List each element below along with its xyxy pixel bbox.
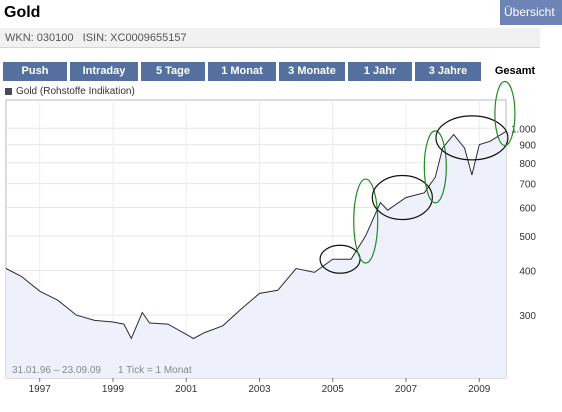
wkn-label: WKN: 030100 xyxy=(5,32,74,44)
page-title: Gold xyxy=(4,4,41,21)
chart-legend: Gold (Rohstoffe Indikation) xyxy=(5,86,135,97)
green-annotation-ellipse xyxy=(494,80,516,147)
x-axis: 1997 1999 2001 2003 2005 2007 2009 xyxy=(29,378,491,395)
overview-tab[interactable]: Übersicht xyxy=(500,0,562,25)
tab-gesamt[interactable]: Gesamt xyxy=(484,62,546,81)
tab-1-monat[interactable]: 1 Monat xyxy=(208,62,276,81)
y-tick-label: 400 xyxy=(519,266,536,277)
y-tick-label: 1.000 xyxy=(511,124,536,135)
tab-5-tage[interactable]: 5 Tage xyxy=(141,62,205,81)
x-tick-label: 2009 xyxy=(468,384,491,395)
date-range-label: 31.01.96 – 23.09.09 xyxy=(12,365,101,376)
black-annotation-ellipse xyxy=(371,174,433,221)
tab-3-jahre[interactable]: 3 Jahre xyxy=(415,62,481,81)
y-axis: 300 400 500 600 700 800 900 1.000 xyxy=(511,124,536,322)
y-tick-label: 500 xyxy=(519,232,536,243)
x-tick-label: 2003 xyxy=(248,384,271,395)
identifier-line: WKN: 030100 ISIN: XC0009655157 xyxy=(0,28,540,48)
y-tick-label: 900 xyxy=(519,141,536,152)
x-tick-label: 2001 xyxy=(175,384,198,395)
black-annotation-ellipse xyxy=(435,115,509,161)
tab-intraday[interactable]: Intraday xyxy=(70,62,138,81)
green-annotation-ellipse xyxy=(423,130,447,204)
x-tick-label: 2005 xyxy=(322,384,345,395)
x-tick-label: 2007 xyxy=(395,384,418,395)
x-tick-label: 1997 xyxy=(29,384,52,395)
green-annotation-ellipse xyxy=(353,178,379,264)
price-area xyxy=(6,131,506,378)
y-tick-label: 800 xyxy=(519,159,536,170)
annotations xyxy=(319,80,516,274)
tick-interval-label: 1 Tick = 1 Monat xyxy=(118,365,192,376)
tab-1-jahr[interactable]: 1 Jahr xyxy=(348,62,412,81)
legend-swatch xyxy=(5,88,12,95)
x-tick-label: 1999 xyxy=(102,384,125,395)
y-tick-label: 300 xyxy=(519,311,536,322)
isin-label: ISIN: XC0009655157 xyxy=(82,32,187,44)
y-tick-label: 700 xyxy=(519,180,536,191)
legend-label: Gold (Rohstoffe Indikation) xyxy=(16,86,135,97)
y-tick-label: 600 xyxy=(519,204,536,215)
tab-push[interactable]: Push xyxy=(3,62,67,81)
tab-3-monate[interactable]: 3 Monate xyxy=(279,62,345,81)
